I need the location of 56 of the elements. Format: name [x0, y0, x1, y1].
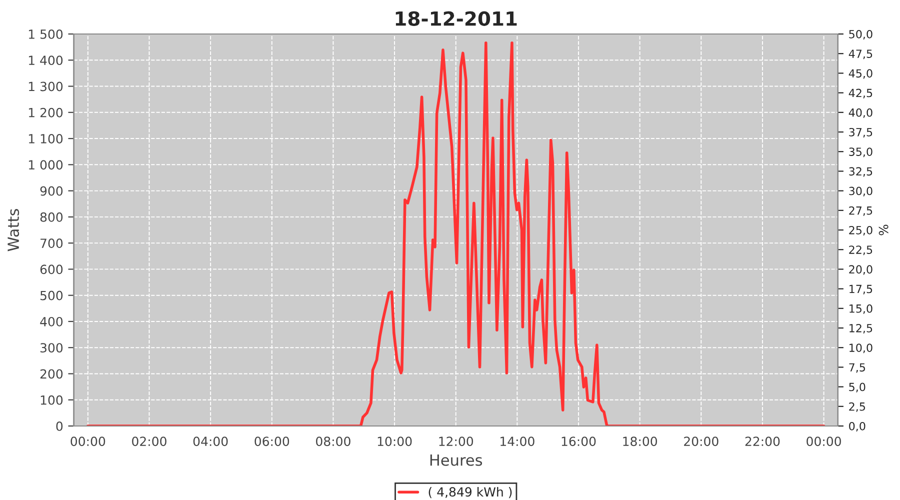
- y-tick-label: 1 100: [28, 134, 63, 144]
- y-tick-label: 1 400: [28, 56, 63, 66]
- y-tick-label: 800: [40, 212, 63, 222]
- y-tick-label: 1 300: [28, 82, 63, 92]
- y-tick-label: 900: [40, 186, 63, 196]
- y2-tick-label: 45,0: [848, 69, 872, 79]
- x-tick-label: 12:00: [439, 436, 474, 446]
- y2-tick-label: 27,5: [849, 206, 872, 216]
- y2-tick-label: 47,5: [848, 50, 872, 60]
- x-tick-label: 22:00: [745, 436, 780, 446]
- x-tick-label: 06:00: [254, 436, 290, 446]
- y2-tick-label: 0,0: [849, 422, 866, 432]
- x-tick-label: 02:00: [132, 436, 166, 446]
- x-tick-label: 08:00: [316, 436, 350, 446]
- y2-tick-label: 2,5: [849, 402, 866, 412]
- y-tick-label: 600: [40, 264, 63, 274]
- x-tick-label: 16:00: [562, 436, 596, 446]
- y2-tick-label: 50,0: [849, 30, 872, 40]
- y-tick-label: 1 000: [28, 160, 63, 170]
- chart-title: 18-12-2011: [396, 11, 517, 26]
- legend-label: ( 4,849 kWh ): [428, 486, 512, 498]
- line-series: [86, 41, 826, 426]
- y2-tick-label: 32,5: [849, 167, 872, 177]
- y-axis-title: Watts: [8, 209, 20, 252]
- y2-tick-label: 40,0: [848, 108, 872, 118]
- y-tick-label: 300: [40, 343, 63, 353]
- y2-tick-label: 5,0: [849, 382, 866, 392]
- y2-tick-label: 37,5: [849, 128, 872, 138]
- y2-tick-label: 20,0: [849, 265, 872, 275]
- x-tick-label: 04:00: [193, 436, 228, 446]
- y2-tick-label: 22,5: [849, 246, 872, 256]
- y-tick-label: 1 200: [28, 108, 63, 118]
- y-tick-label: 0: [56, 421, 63, 431]
- y2-tick-label: 42,5: [848, 88, 872, 98]
- y-tick-label: 500: [40, 290, 63, 300]
- y2-tick-label: 35,0: [849, 148, 872, 158]
- y-tick-label: 1 500: [28, 29, 63, 39]
- x-axis-title: Heures: [430, 454, 482, 466]
- y-tick-label: 400: [40, 316, 63, 326]
- y-tick-label: 100: [40, 395, 63, 405]
- y2-tick-label: 10,0: [850, 344, 872, 354]
- y2-tick-label: 15,0: [850, 304, 872, 314]
- y2-tick-label: 12,5: [850, 324, 872, 334]
- y2-tick-label: 25,0: [849, 226, 872, 236]
- x-tick-label: 00:00: [70, 436, 106, 446]
- x-tick-label: 00:00: [806, 436, 841, 446]
- y2-tick-label: 17,5: [850, 284, 872, 294]
- x-tick-label: 20:00: [684, 436, 718, 446]
- x-tick-label: 10:00: [378, 436, 412, 446]
- y2-tick-label: 30,0: [849, 186, 872, 196]
- y-tick-label: 700: [40, 238, 63, 248]
- x-tick-label: 14:00: [500, 436, 534, 446]
- y-tick-label: 200: [40, 369, 63, 379]
- y2-axis-title: %: [878, 224, 888, 236]
- x-tick-label: 18:00: [623, 436, 658, 446]
- y2-tick-label: 7,5: [849, 363, 866, 373]
